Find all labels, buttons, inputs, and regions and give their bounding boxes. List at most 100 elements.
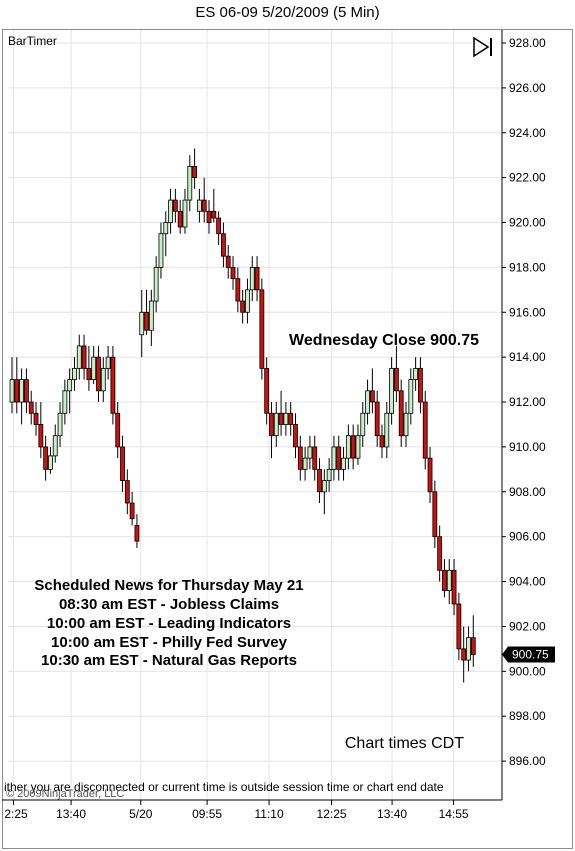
candlestick — [196, 188, 202, 223]
candle-body-down — [206, 210, 212, 223]
candlestick — [221, 222, 226, 268]
candlestick — [81, 334, 87, 380]
candle-body-up — [360, 412, 366, 437]
candle-body-down — [81, 345, 87, 369]
candlestick — [413, 357, 419, 391]
candlestick — [76, 334, 82, 380]
status-message: ither you are disconnected or current ti… — [4, 780, 444, 794]
candle-body-up — [384, 412, 390, 448]
candlestick — [461, 626, 467, 683]
candlestick — [110, 345, 116, 425]
candlestick — [249, 256, 255, 302]
candlestick — [336, 435, 342, 481]
candlestick — [264, 357, 270, 425]
candlestick — [216, 211, 222, 245]
x-tick-label: 12:25 — [317, 807, 347, 821]
y-tick-label: 918.00 — [509, 260, 546, 274]
scheduled-news-block: Scheduled News for Thursday May 21 08:30… — [34, 577, 303, 669]
candle-body-up — [365, 390, 370, 414]
candlestick — [293, 413, 298, 459]
wednesday-close-annotation: Wednesday Close 900.75 — [289, 332, 479, 349]
price-axis[interactable]: 928.00 926.00 924.00 922.00 920.00 918.00 916.… — [502, 36, 546, 768]
candlestick — [24, 368, 29, 414]
candlestick — [187, 155, 193, 212]
candle-body-down — [28, 401, 34, 414]
candle-body-down — [225, 255, 231, 268]
candle-body-down — [369, 390, 375, 403]
play-pause-icon[interactable] — [472, 36, 496, 58]
candlestick — [134, 514, 140, 548]
chart-times-label: Chart times CDT — [345, 735, 464, 752]
candle-body-up — [187, 166, 193, 201]
candlestick — [269, 402, 274, 459]
candle-body-down — [86, 367, 92, 381]
candle-body-up — [148, 300, 154, 331]
candlestick — [254, 256, 260, 302]
candle-body-down — [288, 412, 294, 425]
candle-body-up — [408, 379, 414, 414]
candlestick — [172, 188, 178, 223]
candlestick — [317, 458, 322, 504]
last-price-label: 900.75 — [512, 647, 549, 661]
y-tick-label: 922.00 — [509, 171, 546, 185]
candlestick — [105, 345, 111, 380]
candle-body-down — [120, 446, 125, 481]
candle-body-up — [283, 412, 289, 425]
candle-body-up — [67, 379, 73, 392]
candle-body-up — [100, 367, 106, 392]
candle-body-down — [456, 603, 462, 650]
candlestick — [278, 390, 284, 436]
candlestick — [206, 200, 212, 234]
candle-body-down — [172, 199, 178, 212]
news-line: 10:00 am EST - Leading Indicators — [47, 615, 291, 632]
candle-body-up — [273, 412, 279, 437]
candlestick — [245, 278, 250, 324]
candle-body-down — [278, 412, 284, 425]
candle-body-up — [196, 199, 202, 212]
news-line: Scheduled News for Thursday May 21 — [34, 577, 303, 594]
candle-body-down — [461, 648, 467, 661]
candlestick — [398, 379, 404, 447]
news-line: 10:00 am EST - Philly Fed Survey — [51, 634, 288, 651]
candlestick — [91, 345, 97, 385]
candlestick — [360, 402, 366, 447]
y-tick-label: 902.00 — [509, 619, 546, 633]
candle-body-up — [168, 199, 173, 223]
candlestick — [86, 345, 92, 391]
candle-body-down — [297, 446, 303, 470]
time-axis[interactable]: 2:25 13:40 5/20 09:55 11:10 12:25 13:40 14:55 — [4, 800, 469, 821]
chart-panel[interactable] — [2, 29, 573, 849]
candlestick-series — [9, 148, 476, 683]
candle-body-down — [96, 356, 101, 392]
candle-body-down — [336, 446, 342, 470]
candle-body-down — [124, 480, 130, 504]
candlestick — [67, 368, 73, 414]
candlestick — [446, 559, 452, 604]
candlestick — [129, 491, 135, 526]
candle-body-down — [269, 412, 274, 437]
candle-body-down — [437, 536, 443, 571]
candlestick — [350, 424, 356, 470]
candlestick — [393, 345, 399, 403]
candle-body-up — [153, 266, 159, 302]
x-tick-label: 13:40 — [56, 807, 86, 821]
candle-body-down — [134, 525, 140, 542]
candle-body-down — [427, 457, 433, 493]
candlestick — [158, 222, 164, 279]
candlestick — [14, 357, 20, 414]
candlestick — [38, 402, 44, 459]
candlestick — [326, 458, 332, 492]
news-line: 08:30 am EST - Jobless Claims — [59, 596, 279, 613]
candle-body-down — [393, 367, 399, 392]
candle-body-down — [144, 311, 149, 331]
y-tick-label: 928.00 — [509, 36, 546, 50]
candlestick — [148, 289, 154, 346]
candle-body-down — [254, 266, 260, 291]
candle-body-down — [442, 569, 447, 591]
candlestick — [451, 559, 457, 616]
news-line: 10:30 am EST - Natural Gas Reports — [41, 652, 297, 669]
candlestick — [139, 289, 145, 358]
candlestick — [302, 446, 308, 481]
candle-body-up — [403, 412, 409, 437]
